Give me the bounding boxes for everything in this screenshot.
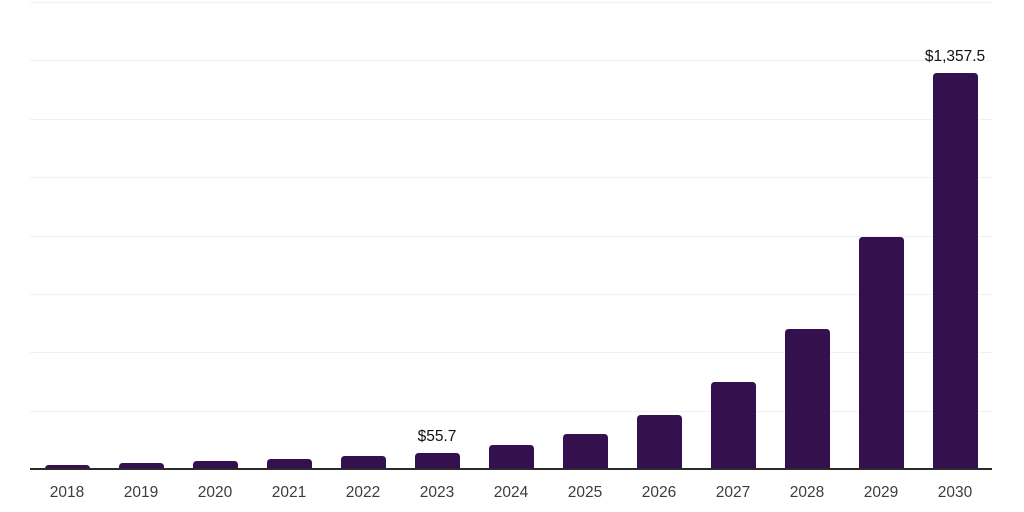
gridline-600 bbox=[30, 293, 992, 295]
x-axis-tick-labels: 2018 2019 2020 2021 2022 2023 2024 2025 2026 2027… bbox=[30, 484, 992, 502]
bar-slot-2029 bbox=[844, 2, 918, 469]
bar-slot-2030: $1,357.5 bbox=[918, 2, 992, 469]
bar-2021 bbox=[266, 459, 312, 469]
x-axis-line bbox=[30, 468, 992, 470]
value-label-2023: $55.7 bbox=[417, 427, 457, 445]
x-tick-label-2027: 2027 bbox=[715, 484, 751, 501]
gridline-1000 bbox=[30, 177, 992, 179]
bar-2024 bbox=[488, 444, 534, 469]
x-tick-label-2022: 2022 bbox=[345, 484, 381, 501]
bar-slot-2020 bbox=[178, 2, 252, 469]
bar-slot-2023: $55.7 bbox=[400, 2, 474, 469]
bar-slot-2027 bbox=[696, 2, 770, 469]
value-label-2030: $1,357.5 bbox=[924, 47, 986, 65]
x-tick-label-2024: 2024 bbox=[493, 484, 529, 501]
x-tick-label-2018: 2018 bbox=[49, 484, 85, 501]
bar-2022 bbox=[340, 455, 386, 469]
gridline-1600 bbox=[30, 2, 992, 3]
x-tick-label-2023: 2023 bbox=[419, 484, 455, 501]
x-tick-label-2030: 2030 bbox=[937, 484, 973, 501]
bar-slot-2024 bbox=[474, 2, 548, 469]
bar-series: $55.7 $1,357.5 bbox=[30, 2, 992, 469]
x-tick-label-2021: 2021 bbox=[271, 484, 307, 501]
bar-2026 bbox=[636, 414, 682, 469]
bar-2030 bbox=[932, 72, 978, 469]
bar-2029 bbox=[858, 236, 904, 469]
bar-2025 bbox=[562, 433, 608, 469]
bar-slot-2018 bbox=[30, 2, 104, 469]
bar-2023 bbox=[414, 452, 460, 469]
x-tick-label-2020: 2020 bbox=[197, 484, 233, 501]
bar-slot-2025 bbox=[548, 2, 622, 469]
gridline-400 bbox=[30, 352, 992, 354]
x-tick-label-2026: 2026 bbox=[641, 484, 677, 501]
bar-slot-2026 bbox=[622, 2, 696, 469]
bar-2020 bbox=[192, 461, 238, 469]
gridline-1400 bbox=[30, 60, 992, 62]
bar-2027 bbox=[710, 381, 756, 469]
bar-2018 bbox=[44, 464, 90, 469]
x-tick-label-2025: 2025 bbox=[567, 484, 603, 501]
bar-2019 bbox=[118, 463, 164, 469]
gridline-200 bbox=[30, 410, 992, 412]
bar-slot-2019 bbox=[104, 2, 178, 469]
x-tick-label-2029: 2029 bbox=[863, 484, 899, 501]
plot-area: $55.7 $1,357.5 bbox=[30, 2, 992, 469]
x-tick-label-2028: 2028 bbox=[789, 484, 825, 501]
bar-slot-2022 bbox=[326, 2, 400, 469]
x-tick-label-2019: 2019 bbox=[123, 484, 159, 501]
bar-2028 bbox=[784, 329, 830, 469]
gridline-800 bbox=[30, 235, 992, 237]
bar-slot-2021 bbox=[252, 2, 326, 469]
bar-slot-2028 bbox=[770, 2, 844, 469]
gridline-1200 bbox=[30, 118, 992, 120]
